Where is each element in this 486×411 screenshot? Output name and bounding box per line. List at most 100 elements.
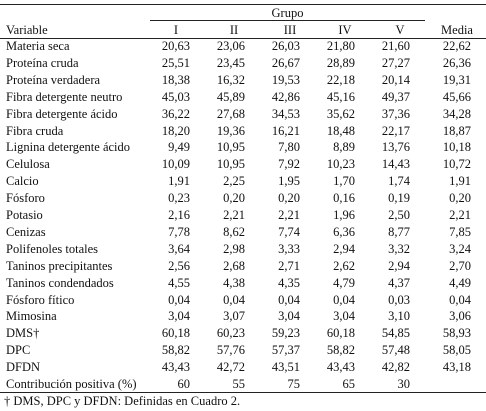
variable-name: Calcio bbox=[6, 174, 39, 189]
cell-value: 0,20 bbox=[449, 191, 471, 206]
cell-value: 0,04 bbox=[278, 292, 300, 307]
cell-value: 3,04 bbox=[333, 309, 355, 324]
cell-value: 21,80 bbox=[326, 39, 355, 53]
cell-value: 1,91 bbox=[449, 174, 471, 189]
cell-value: 18,20 bbox=[161, 123, 190, 138]
variable-name: Fibra detergente ácido bbox=[6, 106, 118, 121]
cell-value: 0,04 bbox=[449, 292, 471, 307]
cell-value: 2,25 bbox=[223, 174, 245, 189]
cell-value: 3,32 bbox=[388, 241, 410, 256]
cell-value: 0,23 bbox=[168, 191, 190, 206]
cell-value: 3,04 bbox=[168, 309, 190, 324]
cell-value: 35,62 bbox=[326, 106, 355, 121]
cell-value: 26,36 bbox=[442, 55, 471, 70]
cell-value: 18,38 bbox=[161, 72, 190, 87]
cell-value: 9,49 bbox=[168, 140, 190, 155]
cell-value: 0,04 bbox=[333, 292, 355, 307]
cell-value: 2,21 bbox=[278, 208, 300, 222]
variable-name: Fibra detergente neutro bbox=[6, 89, 123, 104]
variable-name: Celulosa bbox=[6, 157, 50, 172]
cell-value: 8,77 bbox=[388, 224, 410, 239]
cell-value: 4,35 bbox=[278, 275, 300, 290]
cell-value: 42,86 bbox=[271, 89, 300, 104]
cell-value: 45,66 bbox=[442, 89, 471, 104]
cell-value: 34,28 bbox=[442, 106, 471, 121]
cell-value: 58,82 bbox=[326, 343, 355, 358]
cell-value: 20,63 bbox=[161, 39, 190, 53]
variable-name: Fibra cruda bbox=[6, 123, 64, 138]
cell-value: 3,07 bbox=[223, 309, 245, 324]
cell-value: 60,18 bbox=[326, 326, 355, 341]
cell-value: 57,48 bbox=[381, 343, 410, 358]
cell-value: 4,37 bbox=[388, 275, 410, 290]
cell-value: 49,37 bbox=[381, 89, 410, 104]
cell-value: 26,03 bbox=[271, 39, 300, 53]
cell-value: 13,76 bbox=[381, 140, 410, 155]
variable-name: Proteína verdadera bbox=[6, 72, 101, 87]
cell-value: 1,91 bbox=[168, 174, 190, 189]
variable-name: Potasio bbox=[6, 208, 43, 222]
variable-name: Proteína cruda bbox=[6, 55, 79, 70]
cell-value: 58,93 bbox=[442, 326, 471, 341]
cell-value: 2,56 bbox=[168, 258, 190, 273]
variable-name: Materia seca bbox=[6, 39, 70, 53]
mean-header: Media bbox=[441, 23, 473, 37]
cell-value: 22,62 bbox=[442, 39, 471, 53]
cell-value: 45,03 bbox=[161, 89, 190, 104]
cell-value: 18,87 bbox=[442, 123, 471, 138]
cell-value: 18,48 bbox=[326, 123, 355, 138]
cell-value: 19,53 bbox=[271, 72, 300, 87]
variable-name: Taninos condendados bbox=[6, 275, 114, 290]
cell-value: 4,38 bbox=[223, 275, 245, 290]
cell-value: 60,18 bbox=[161, 326, 190, 341]
cell-value: 3,06 bbox=[449, 309, 471, 324]
cell-value: 42,82 bbox=[381, 360, 410, 375]
cell-value: 10,95 bbox=[216, 140, 245, 155]
cell-value: 2,68 bbox=[223, 258, 245, 273]
cell-value: 2,62 bbox=[333, 258, 355, 273]
cell-value: 1,74 bbox=[388, 174, 410, 189]
variable-header: Variable bbox=[6, 23, 48, 37]
cell-value: 22,18 bbox=[326, 72, 355, 87]
cell-value: 7,92 bbox=[278, 157, 300, 172]
cell-value: 10,09 bbox=[161, 157, 190, 172]
cell-value: 45,89 bbox=[216, 89, 245, 104]
group-label: IV bbox=[338, 23, 352, 37]
cell-value: 23,06 bbox=[216, 39, 245, 53]
cell-value: 58,82 bbox=[161, 343, 190, 358]
cell-value: 8,62 bbox=[223, 224, 245, 239]
cell-value: 2,94 bbox=[333, 241, 355, 256]
variable-name: DFDN bbox=[6, 360, 41, 375]
cell-value: 30 bbox=[397, 377, 411, 391]
cell-value: 75 bbox=[287, 377, 301, 391]
variable-name: DMS† bbox=[6, 326, 40, 341]
cell-value: 6,36 bbox=[333, 224, 355, 239]
group-header: Grupo bbox=[271, 6, 304, 20]
cell-value: 37,36 bbox=[381, 106, 410, 121]
cell-value: 34,53 bbox=[271, 106, 300, 121]
cell-value: 3,10 bbox=[388, 309, 410, 324]
footnote: † DMS, DPC y DFDN: Definidas en Cuadro 2… bbox=[4, 394, 241, 408]
cell-value: 8,89 bbox=[333, 140, 355, 155]
cell-value: 23,45 bbox=[216, 55, 245, 70]
cell-value: 16,21 bbox=[271, 123, 300, 138]
top-rule bbox=[0, 4, 486, 5]
cell-value: 1,96 bbox=[333, 208, 355, 222]
cell-value: 1,95 bbox=[278, 174, 300, 189]
cell-value: 43,51 bbox=[271, 360, 300, 375]
cell-value: 1,70 bbox=[333, 174, 355, 189]
cell-value: 2,21 bbox=[449, 208, 471, 222]
cell-value: 27,27 bbox=[381, 55, 410, 70]
cell-value: 7,78 bbox=[168, 224, 190, 239]
cell-value: 54,85 bbox=[381, 326, 410, 341]
cell-value: 10,95 bbox=[216, 157, 245, 172]
cell-value: 25,51 bbox=[161, 55, 190, 70]
cell-value: 2,50 bbox=[388, 208, 410, 222]
cell-value: 0,20 bbox=[278, 191, 300, 206]
cell-value: 65 bbox=[342, 377, 356, 391]
group-label: III bbox=[283, 23, 297, 37]
cell-value: 2,71 bbox=[278, 258, 300, 273]
cell-value: 14,43 bbox=[381, 157, 410, 172]
cell-value: 60,23 bbox=[216, 326, 245, 341]
cell-value: 2,21 bbox=[223, 208, 245, 222]
